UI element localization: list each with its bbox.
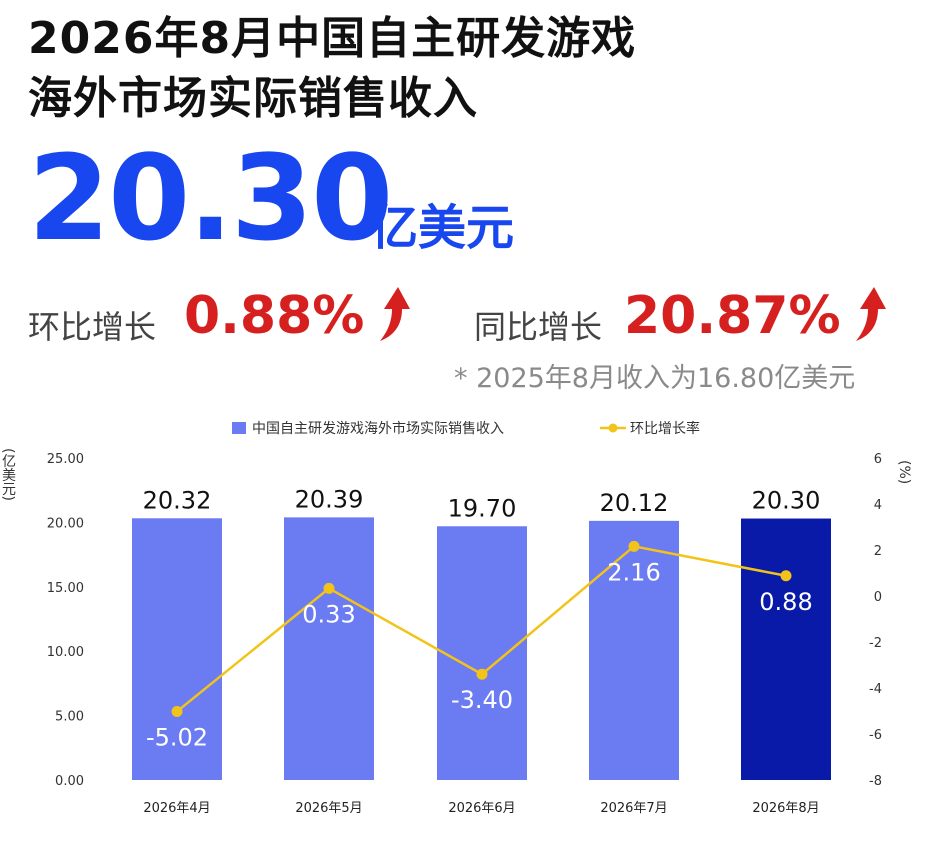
mom-value: 0.88% — [184, 286, 365, 346]
left-tick-label: 20.00 — [47, 516, 84, 531]
bar — [132, 518, 222, 780]
bar-value-label: 20.39 — [295, 485, 364, 513]
revenue-unit: 亿美元 — [370, 200, 515, 256]
line-point — [780, 570, 792, 582]
x-axis-labels: 2026年4月 2026年5月 2026年6月 2026年7月 2026年8月 — [143, 801, 819, 816]
bar — [741, 518, 831, 780]
bar-value-label: 20.30 — [752, 487, 821, 515]
left-axis-ticks: 0.00 5.00 10.00 15.00 20.00 25.00 — [47, 452, 84, 789]
right-tick-label: -8 — [869, 774, 882, 789]
yoy-label: 同比增长 — [474, 308, 603, 346]
bar — [284, 517, 374, 780]
line-point — [171, 705, 183, 717]
left-tick-label: 15.00 — [47, 581, 84, 596]
title-line-2: 海外市场实际销售收入 — [28, 73, 478, 124]
x-axis-label: 2026年6月 — [448, 801, 515, 816]
left-tick-label: 0.00 — [55, 774, 84, 789]
legend-bar-label: 中国自主研发游戏海外市场实际销售收入 — [252, 420, 504, 437]
bar — [589, 520, 679, 780]
yoy-up-arrow-icon — [856, 287, 886, 341]
left-axis-title: (亿美元) — [0, 448, 16, 501]
bar-value-label: 20.12 — [600, 489, 669, 517]
revenue-value: 20.30 — [28, 129, 393, 267]
bar — [437, 526, 527, 780]
right-tick-label: -2 — [869, 636, 882, 651]
line-value-label: 0.88 — [759, 588, 812, 616]
right-tick-label: -6 — [869, 728, 882, 743]
line-series: -5.02 0.33 -3.40 2.16 0.88 — [146, 540, 813, 751]
line-value-label: -5.02 — [146, 723, 208, 751]
mom-up-arrow-icon — [380, 287, 410, 341]
right-tick-label: -4 — [869, 682, 882, 697]
line-point — [628, 540, 640, 552]
title-line-1: 2026年8月中国自主研发游戏 — [28, 13, 637, 64]
left-tick-label: 25.00 — [47, 452, 84, 467]
line-value-label: -3.40 — [451, 686, 513, 714]
right-tick-label: 6 — [874, 452, 882, 467]
revenue-chart: 中国自主研发游戏海外市场实际销售收入 环比增长率 (亿美元) (%) 0.00 5… — [0, 420, 912, 816]
legend-line-label: 环比增长率 — [630, 420, 700, 437]
bar-value-label: 19.70 — [448, 494, 517, 522]
yoy-value: 20.87% — [624, 286, 841, 346]
right-tick-label: 0 — [874, 590, 882, 605]
right-tick-label: 4 — [874, 498, 882, 513]
right-axis-title: (%) — [896, 460, 912, 484]
mom-label: 环比增长 — [28, 308, 157, 346]
bar-series: 20.32 20.39 19.70 20.12 20.30 — [132, 485, 831, 780]
legend-line-marker — [608, 423, 618, 433]
line-value-label: 2.16 — [607, 558, 660, 586]
x-axis-label: 2026年8月 — [752, 801, 819, 816]
right-axis-ticks: -8 -6 -4 -2 0 2 4 6 — [869, 452, 882, 789]
bar-value-label: 20.32 — [143, 486, 212, 514]
line-point — [323, 582, 335, 594]
x-axis-label: 2026年7月 — [600, 801, 667, 816]
left-tick-label: 5.00 — [55, 710, 84, 725]
x-axis-label: 2026年5月 — [295, 801, 362, 816]
x-axis-label: 2026年4月 — [143, 801, 210, 816]
left-tick-label: 10.00 — [47, 645, 84, 660]
footnote: * 2025年8月收入为16.80亿美元 — [454, 363, 856, 394]
line-value-label: 0.33 — [302, 600, 355, 628]
right-tick-label: 2 — [874, 544, 882, 559]
line-point — [476, 668, 488, 680]
chart-legend: 中国自主研发游戏海外市场实际销售收入 环比增长率 — [232, 420, 700, 437]
legend-bar-swatch — [232, 422, 246, 434]
